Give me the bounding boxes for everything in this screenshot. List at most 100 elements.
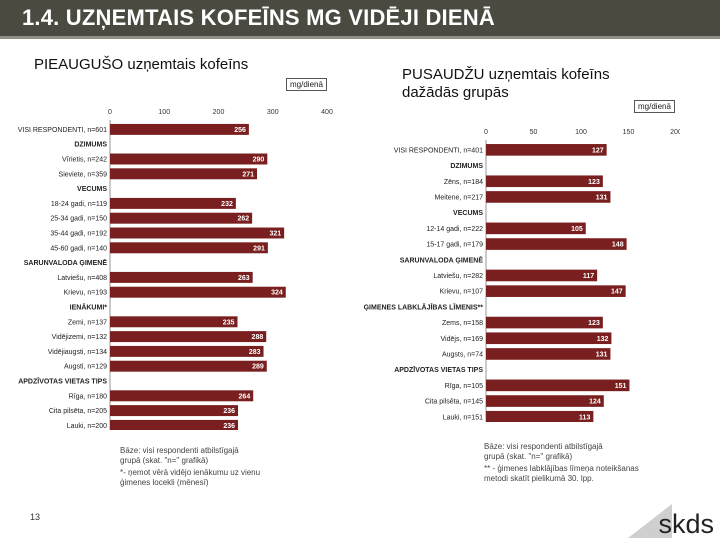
bar: [486, 269, 598, 282]
category-label: VISI RESPONDENTI, n=401: [394, 147, 483, 154]
page-number: 13: [30, 512, 41, 522]
data-label: 324: [271, 290, 283, 297]
group-header-label: ĢIMENES LABKLĀJĪBAS LĪMENIS**: [364, 303, 484, 311]
left-footnote-line-4: ģimenes locekli (mēnesī): [120, 478, 209, 487]
category-label: Krievu, n=107: [440, 289, 483, 296]
category-label: 25-34 gadi, n=150: [50, 216, 107, 223]
bar: [110, 212, 253, 224]
bar: [110, 345, 264, 357]
category-label: 35-44 gadi, n=192: [50, 231, 107, 238]
data-label: 117: [583, 273, 594, 280]
group-header-label: SARUNVALODA ĢIMENĒ: [400, 256, 484, 264]
data-label: 290: [253, 157, 265, 164]
group-header-label: APDZĪVOTAS VIETAS TIPS: [394, 366, 483, 374]
category-label: Zemi, n=137: [68, 319, 107, 326]
bar: [486, 316, 603, 329]
category-label: VISI RESPONDENTI, n=601: [18, 127, 107, 134]
right-chart-subtitle: dažādās grupās: [402, 84, 509, 101]
bar: [110, 242, 268, 254]
bar: [486, 175, 603, 188]
left-footnote-line-2: grupā (skat. "n=" grafikā): [120, 456, 209, 465]
bar: [486, 191, 611, 203]
data-label: 123: [588, 179, 600, 186]
title-bar-underline: [0, 36, 720, 39]
bar: [110, 316, 238, 328]
bar: [486, 238, 627, 250]
bar: [110, 271, 253, 283]
bar: [486, 348, 611, 360]
category-label: Cita pilsēta, n=145: [425, 399, 483, 406]
tick-label: 400: [321, 109, 333, 116]
category-label: Cita pilsēta, n=205: [49, 408, 107, 415]
data-label: 148: [612, 242, 624, 249]
data-label: 232: [221, 201, 233, 208]
bar: [486, 410, 594, 422]
data-label: 264: [239, 393, 251, 400]
category-label: 12-14 gadi, n=222: [426, 226, 483, 233]
right-unit-label: mg/dienā: [634, 100, 675, 113]
bar: [486, 222, 586, 235]
tick-label: 200: [213, 109, 225, 116]
data-label: 132: [597, 336, 609, 343]
bar: [110, 168, 258, 180]
category-label: Vidējiaugsti, n=134: [48, 349, 107, 356]
bar: [110, 405, 239, 417]
left-footnote-line-3: *- ņemot vērā vidējo ienākumu uz vienu: [120, 468, 261, 477]
data-label: 283: [249, 349, 261, 356]
left-footnote-line-1: Bāze: visi respondenti atbilstīgajā: [120, 446, 239, 455]
group-header-label: APDZĪVOTAS VIETAS TIPS: [18, 378, 107, 386]
group-header-label: DZIMUMS: [450, 163, 483, 170]
category-label: 15-17 gadi, n=179: [426, 242, 483, 249]
tick-label: 50: [530, 129, 538, 136]
group-header-label: VECUMS: [453, 210, 483, 217]
data-label: 236: [223, 408, 235, 415]
right-footnote-line-4: metodi skatīt pielikumā 30. lpp.: [484, 474, 594, 483]
tick-label: 200: [670, 129, 680, 136]
category-label: Lauki, n=200: [67, 423, 107, 430]
teens-caffeine-chart: 0 50 100 150 200 VISI RESPONDENTI, n=401 127 DZ…: [364, 129, 680, 422]
bar: [110, 286, 286, 298]
right-footnote-line-2: grupā (skat. "n=" grafikā): [484, 452, 573, 461]
data-label: 291: [253, 245, 265, 252]
right-chart-title: PUSAUDŽU uzņemtais kofeīns: [402, 66, 610, 83]
category-label: 45-60 gadi, n=140: [50, 245, 107, 252]
data-label: 262: [237, 216, 249, 223]
right-footnote: Bāze: visi respondenti atbilstīgajā grup…: [484, 442, 639, 484]
category-label: Vidējs, n=169: [441, 336, 484, 343]
right-footnote-line-1: Bāze: visi respondenti atbilstīgajā: [484, 442, 603, 451]
title-bar: [0, 0, 720, 36]
bar: [110, 153, 268, 165]
category-label: Krievu, n=193: [64, 290, 107, 297]
category-label: Rīga, n=180: [69, 393, 107, 400]
data-label: 127: [592, 147, 604, 154]
data-label: 236: [223, 423, 235, 430]
bar: [110, 360, 267, 372]
bar: [486, 332, 612, 345]
left-unit-label: mg/dienā: [286, 78, 327, 91]
group-header-label: DZIMUMS: [74, 142, 107, 149]
logo-text: skds: [658, 509, 714, 538]
group-header-label: SARUNVALODA ĢIMENĒ: [24, 259, 108, 267]
tick-label: 0: [108, 109, 112, 116]
data-label: 256: [234, 127, 246, 134]
data-label: 131: [596, 351, 608, 358]
bar: [110, 227, 285, 239]
data-label: 235: [223, 319, 235, 326]
data-label: 263: [238, 275, 250, 282]
category-label: Vīrietis, n=242: [62, 157, 107, 164]
category-label: Vidējizemi, n=132: [52, 334, 107, 341]
bar: [110, 123, 249, 135]
bar: [110, 197, 236, 209]
category-label: Rīga, n=105: [445, 383, 483, 390]
category-label: Latviešu, n=408: [57, 275, 107, 282]
category-label: Zēns, n=184: [444, 179, 483, 186]
data-label: 105: [571, 226, 583, 233]
group-header-label: IENĀKUMI*: [70, 304, 108, 312]
bar: [486, 379, 630, 392]
category-label: Zems, n=158: [442, 320, 483, 327]
bar: [486, 285, 626, 297]
left-chart-title: PIEAUGUŠO uzņemtais kofeīns: [34, 56, 249, 73]
right-footnote-line-3: ** - ģimenes labklājības līmeņa noteikša…: [484, 464, 639, 473]
category-label: Augsti, n=129: [64, 364, 107, 371]
bar: [110, 419, 239, 430]
